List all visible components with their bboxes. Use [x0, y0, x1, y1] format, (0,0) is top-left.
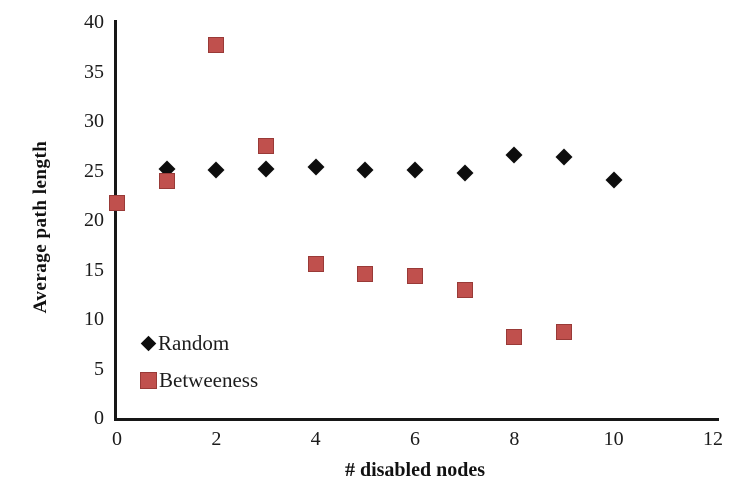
- data-point-betweeness: [456, 282, 473, 299]
- data-point-random: [605, 171, 623, 189]
- x-tick-label: 12: [703, 428, 723, 450]
- legend-item-betweeness: Betweeness: [140, 366, 258, 394]
- y-tick-label: 20: [84, 209, 104, 231]
- data-point-random: [406, 161, 424, 178]
- data-point-random: [307, 158, 325, 176]
- data-point-betweeness: [208, 36, 225, 53]
- y-tick-label: 0: [94, 407, 104, 429]
- legend-label-betweeness: Betweeness: [159, 367, 259, 392]
- x-tick-label: 8: [509, 428, 520, 450]
- data-point-betweeness: [258, 137, 274, 154]
- data-point-random: [356, 161, 374, 178]
- data-point-random: [456, 164, 474, 182]
- legend-item-random: Random: [140, 329, 258, 357]
- legend-label-random: Random: [158, 330, 230, 355]
- data-point-betweeness: [357, 266, 374, 283]
- data-point-betweeness: [506, 328, 523, 345]
- data-point-betweeness: [407, 268, 423, 285]
- x-tick-label: 6: [410, 428, 420, 450]
- x-tick-label: 10: [603, 428, 624, 450]
- data-point-random: [555, 148, 573, 166]
- x-axis-line: [114, 418, 719, 421]
- y-tick-label: 40: [84, 11, 104, 33]
- y-tick-label: 30: [84, 110, 104, 132]
- data-point-betweeness: [158, 173, 175, 190]
- diamond-marker-icon: [140, 335, 157, 351]
- x-tick-label: 2: [211, 428, 222, 450]
- data-point-random: [505, 146, 523, 164]
- x-tick-label: 0: [112, 428, 122, 450]
- y-tick-label: 5: [94, 357, 104, 380]
- legend: Random Betweeness: [140, 329, 258, 403]
- y-axis-line: [114, 20, 117, 421]
- data-point-betweeness: [556, 323, 572, 340]
- data-point-betweeness: [109, 195, 125, 212]
- data-point-random: [257, 160, 275, 178]
- y-tick-label: 10: [84, 308, 104, 330]
- data-point-random: [207, 161, 225, 178]
- square-marker-icon: [140, 371, 157, 389]
- x-axis-title: # disabled nodes: [344, 459, 486, 481]
- data-point-betweeness: [307, 255, 324, 272]
- x-tick-label: 4: [310, 428, 321, 450]
- y-tick-label: 25: [84, 159, 104, 182]
- y-tick-label: 35: [84, 60, 104, 83]
- y-tick-label: 15: [84, 258, 104, 281]
